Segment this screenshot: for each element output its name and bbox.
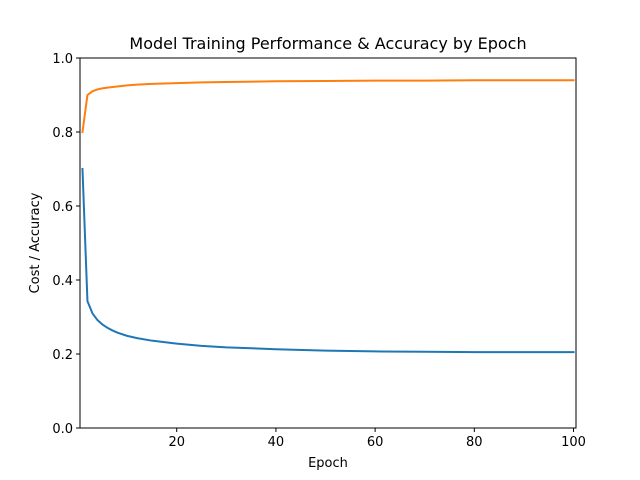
y-tick-label: 0.0 xyxy=(52,422,73,437)
series-line-1 xyxy=(81,79,575,134)
plot-area-frame xyxy=(79,57,577,429)
x-tick-label: 20 xyxy=(168,435,185,450)
y-tick-label: 0.4 xyxy=(52,274,73,289)
x-tick-label: 100 xyxy=(561,435,586,450)
x-axis-ticks: 20 40 60 80 100 xyxy=(168,428,586,450)
x-tick-label: 60 xyxy=(367,435,384,450)
y-tick-label: 0.6 xyxy=(52,200,73,215)
y-tick-label: 0.8 xyxy=(52,126,73,141)
x-axis-label: Epoch xyxy=(308,456,348,471)
y-axis-label: Cost / Accuracy xyxy=(28,192,43,293)
chart-title: Model Training Performance & Accuracy by… xyxy=(129,34,526,53)
x-tick-label: 80 xyxy=(466,435,483,450)
series-line-0 xyxy=(81,167,575,354)
y-axis-ticks: 0.0 0.2 0.4 0.6 0.8 1.0 xyxy=(52,52,80,437)
x-tick-label: 40 xyxy=(268,435,285,450)
y-tick-label: 0.2 xyxy=(52,348,73,363)
y-tick-label: 1.0 xyxy=(52,52,73,67)
series-layer xyxy=(81,79,575,354)
